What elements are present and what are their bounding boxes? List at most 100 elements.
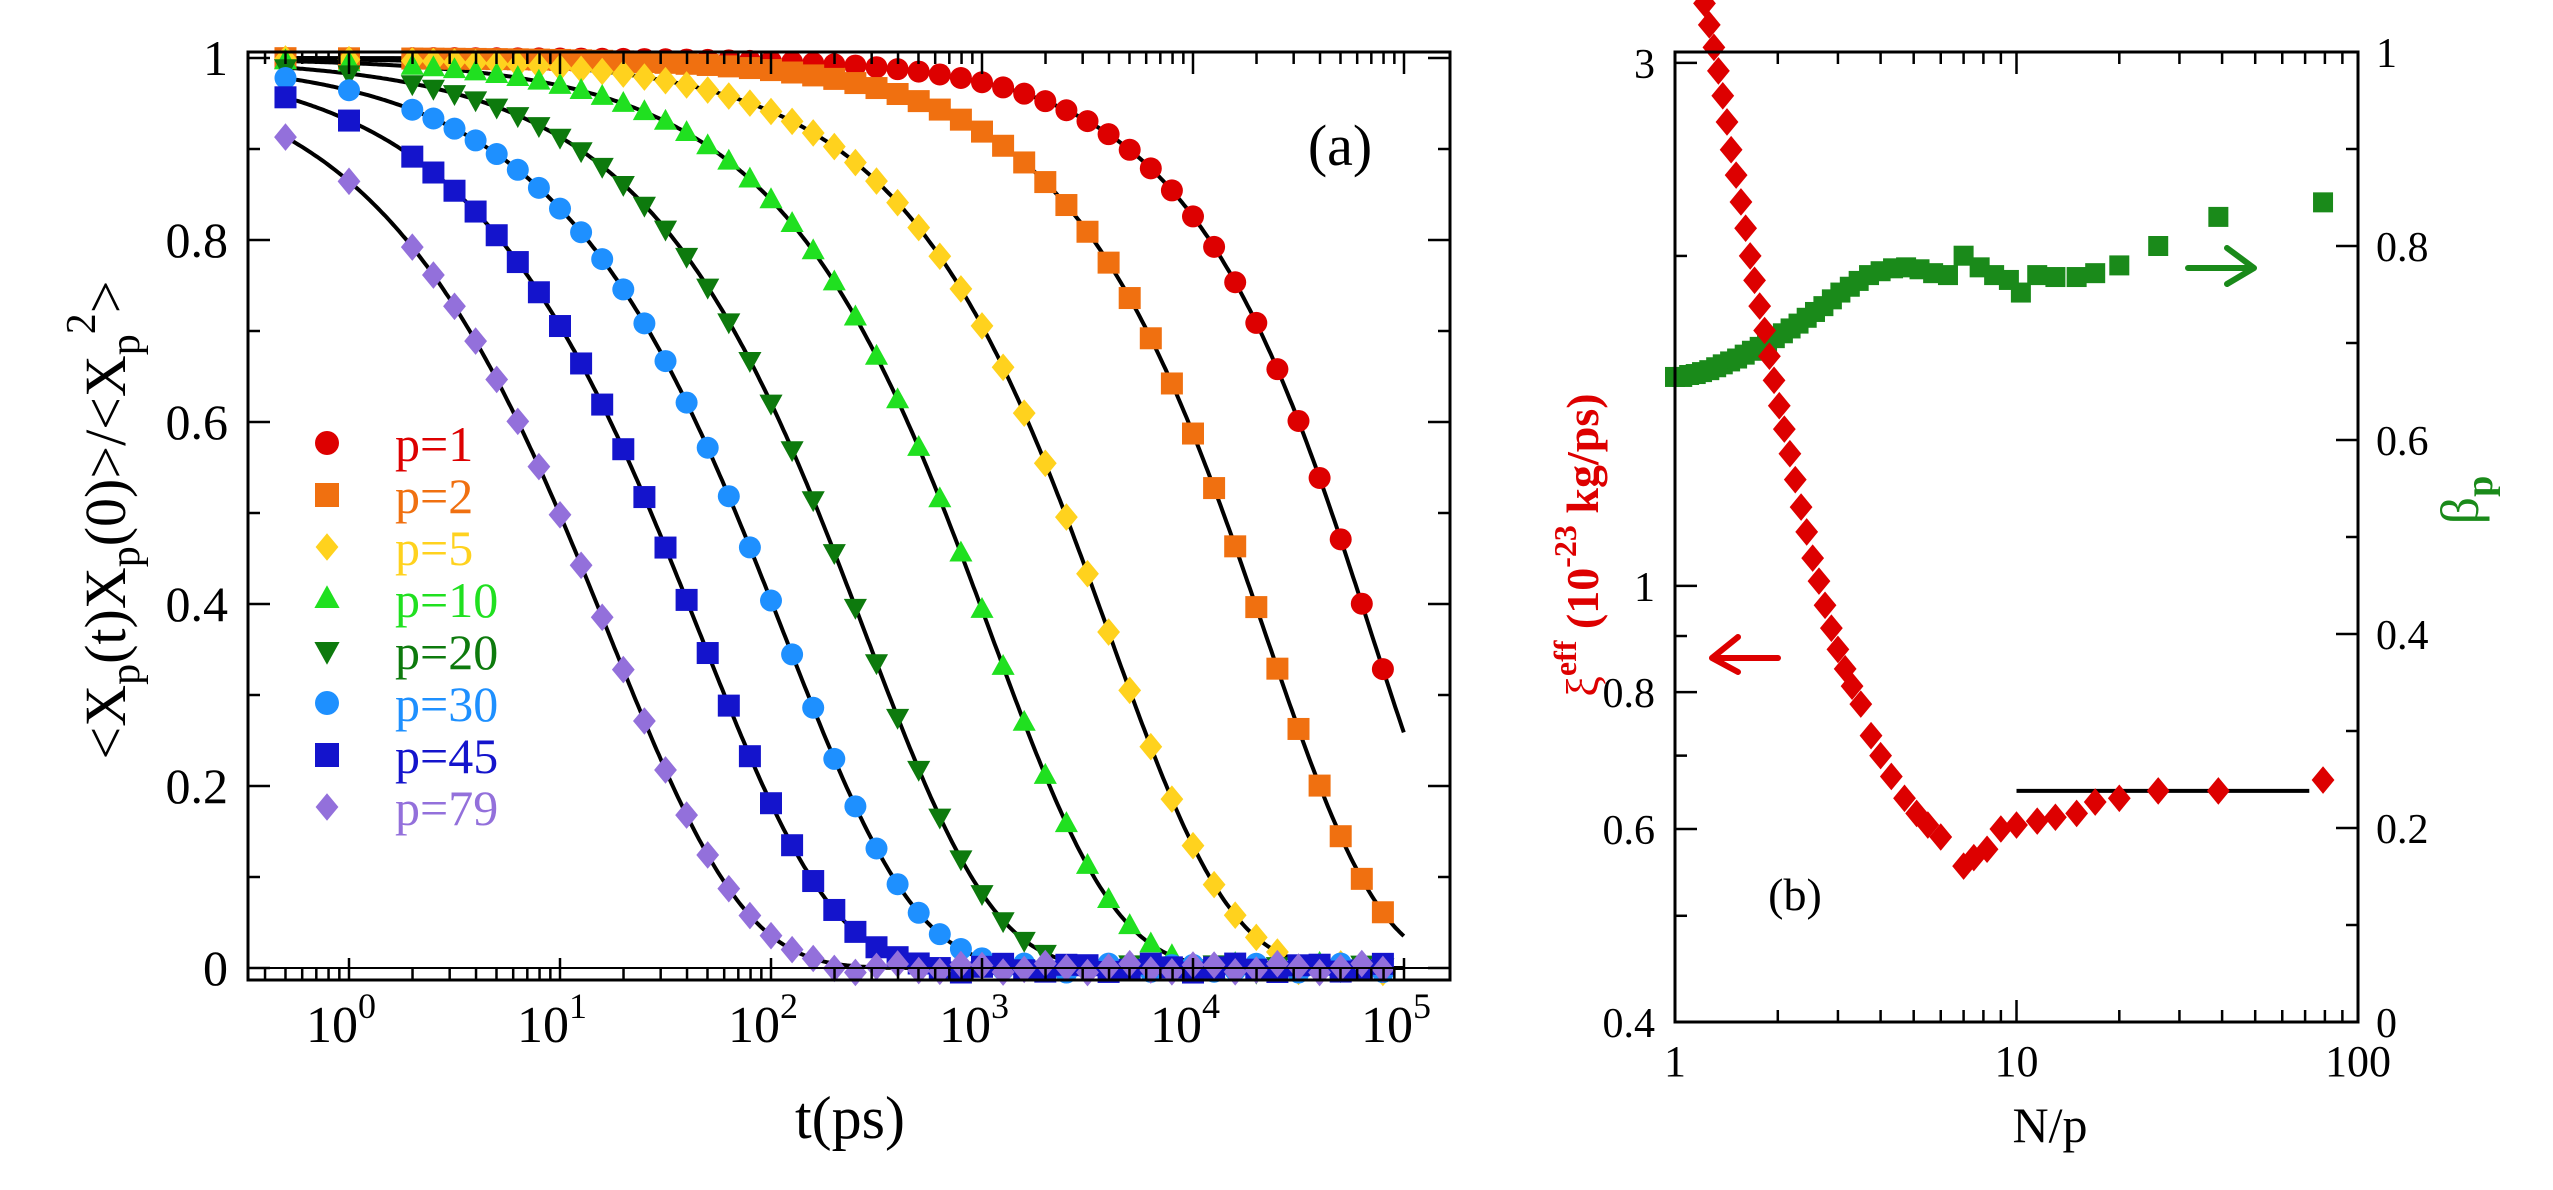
xi-point: [1734, 214, 1758, 242]
tick-exponent: 3: [991, 986, 1009, 1026]
data-point: [886, 188, 909, 217]
legend: p=1p=2p=5p=10p=20p=30p=45p=79: [314, 416, 498, 836]
data-point: [864, 343, 889, 365]
data-point: [442, 85, 467, 107]
right-y-tick-label: 0: [2376, 1001, 2397, 1047]
data-point: [780, 441, 804, 463]
data-point: [717, 694, 740, 717]
data-point: [738, 901, 762, 930]
data-point: [907, 435, 931, 456]
data-point: [696, 642, 719, 665]
data-point: [992, 76, 1015, 99]
data-point: [611, 655, 635, 684]
data-point: [949, 66, 972, 89]
data-point: [823, 747, 846, 770]
xi-point: [2005, 811, 2028, 839]
data-point: [949, 108, 972, 131]
data-point: [1308, 774, 1331, 797]
data-point: [801, 238, 825, 260]
data-point: [928, 63, 951, 86]
beta-point: [2027, 265, 2048, 286]
data-point: [1076, 559, 1099, 588]
data-point: [844, 920, 867, 943]
y-tick-label: 0.4: [166, 576, 229, 632]
data-point: [760, 589, 782, 612]
xi-point: [2083, 788, 2107, 816]
data-point: [1118, 676, 1142, 705]
data-point: [1097, 251, 1120, 274]
data-point: [1012, 931, 1036, 953]
data-point: [1139, 157, 1162, 180]
data-point: [780, 935, 804, 964]
data-point: [400, 75, 424, 97]
xi-point: [1772, 415, 1796, 443]
xi-point: [1962, 843, 1986, 872]
beta-point: [2208, 206, 2229, 227]
data-point: [717, 313, 741, 335]
beta-markers: [1665, 192, 2334, 387]
xi-point: [1778, 439, 1802, 468]
data-point: [485, 143, 508, 166]
data-point: [569, 78, 593, 99]
data-point: [506, 107, 530, 129]
data-point: [633, 312, 656, 335]
data-point: [886, 950, 909, 978]
left-y-tick-label: 3: [1634, 42, 1655, 88]
data-point: [865, 77, 888, 100]
data-point: [1034, 171, 1057, 194]
left-y-ticks: 0.40.60.8135: [1603, 42, 1697, 1047]
data-point: [611, 60, 635, 88]
xi-point: [1929, 823, 1953, 851]
tick-exponent: 5: [1413, 986, 1431, 1026]
data-point: [781, 643, 804, 666]
legend-label: p=5: [395, 520, 473, 576]
data-point: [400, 233, 424, 261]
xi-point: [2044, 803, 2067, 832]
data-point: [654, 756, 677, 784]
data-point: [801, 119, 825, 147]
data-point: [654, 350, 677, 373]
beta-point: [2045, 267, 2066, 288]
x-tick-label: 102: [728, 986, 798, 1054]
data-point: [1013, 82, 1036, 105]
xi-point: [2107, 784, 2131, 813]
left-label-units: kg/ps): [1557, 393, 1608, 525]
data-point: [1371, 901, 1394, 924]
right-y-tick-label: 1: [2376, 31, 2397, 77]
data-point: [801, 491, 825, 513]
data-point: [1202, 870, 1226, 899]
xi-point: [1753, 316, 1777, 345]
tick-exponent: 0: [358, 986, 376, 1026]
data-point: [612, 278, 635, 301]
left-label-open: (10: [1557, 568, 1608, 641]
data-point: [633, 707, 656, 735]
left-y-tick-label: 1: [1634, 565, 1655, 611]
data-point: [844, 72, 867, 95]
data-point: [1245, 596, 1268, 619]
x-tick-label: 10: [1995, 1037, 2039, 1086]
legend-label: p=20: [395, 624, 498, 680]
xi-markers: [1693, 0, 2335, 880]
data-point: [759, 394, 783, 416]
data-point: [1245, 311, 1268, 334]
xi-point: [1975, 835, 1999, 864]
xi-point: [1693, 0, 1716, 18]
right-label-subscript: p: [2459, 476, 2501, 497]
data-point: [1055, 503, 1078, 531]
data-point: [464, 91, 488, 113]
legend-marker: [315, 743, 339, 767]
data-point: [759, 97, 783, 126]
data-point: [675, 391, 698, 414]
data-point: [506, 251, 529, 274]
data-point: [549, 197, 571, 220]
x-tick-label: 103: [939, 986, 1009, 1054]
data-point: [907, 60, 930, 83]
data-point: [548, 128, 572, 150]
data-point: [759, 187, 783, 209]
data-point: [1034, 90, 1057, 113]
data-point: [590, 603, 614, 632]
data-point: [822, 269, 846, 291]
data-point: [696, 278, 720, 300]
legend-label: p=30: [395, 676, 498, 732]
